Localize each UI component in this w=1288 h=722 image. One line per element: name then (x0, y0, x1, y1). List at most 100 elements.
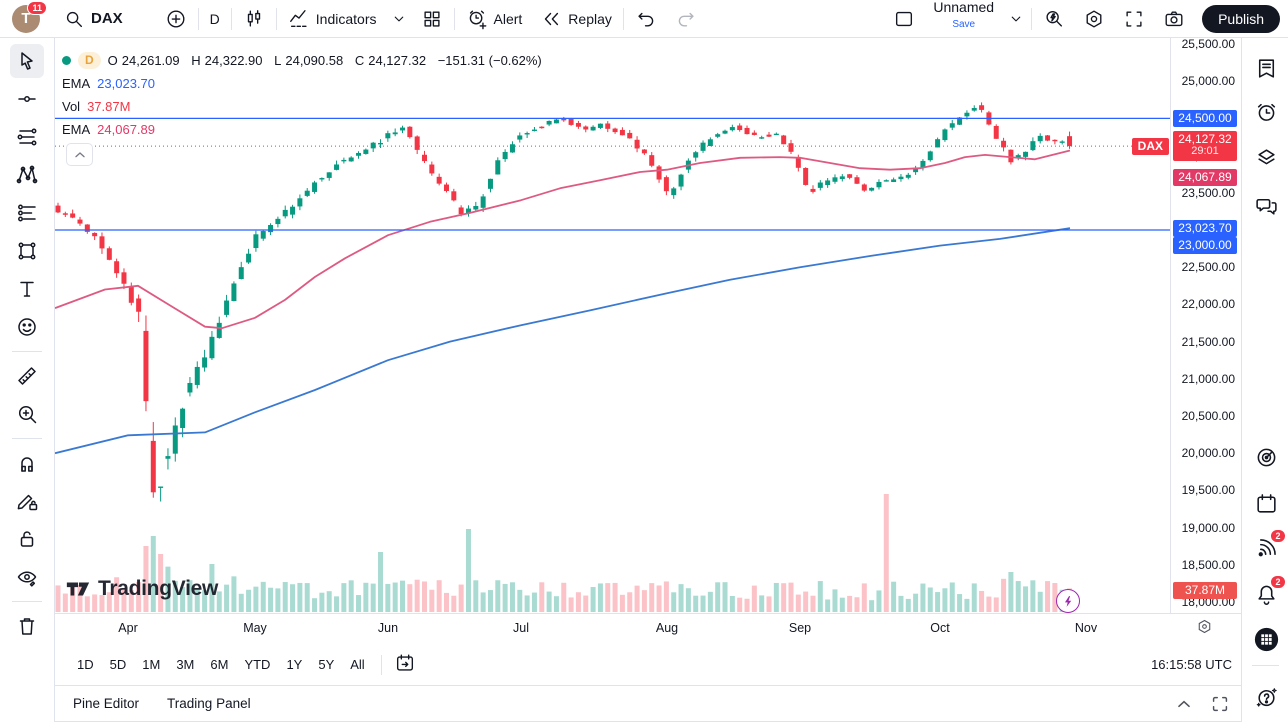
notifications-bell-icon (1257, 585, 1275, 605)
toolbar-separator (622, 7, 624, 30)
layout-name-button[interactable]: Unnamed Save (924, 0, 1003, 38)
price-chart[interactable] (55, 38, 1170, 613)
screener-radar-button[interactable] (1252, 443, 1280, 471)
cursor-tool[interactable] (10, 44, 44, 78)
snapshot-button[interactable] (1154, 0, 1194, 38)
month-label-jul: Jul (513, 621, 529, 635)
interval-badge: D (78, 52, 101, 69)
compare-add-button[interactable] (156, 0, 196, 38)
streams-button[interactable]: 2 (1252, 529, 1286, 562)
alerts-clock-button[interactable] (1252, 98, 1280, 126)
quick-search-button[interactable] (1034, 0, 1074, 38)
range-1m-button[interactable]: 1M (142, 657, 161, 672)
range-5d-button[interactable]: 5D (109, 657, 127, 672)
range-1d-button[interactable]: 1D (77, 657, 94, 672)
notifications-bell-button[interactable]: 2 (1252, 575, 1286, 608)
chart-area: D O 24,261.09 H 24,322.90 L 24,090.58 C 24,1… (55, 38, 1241, 613)
indicators-templates-dropdown[interactable] (386, 0, 412, 38)
ema-fast-line (55, 149, 1071, 330)
price-tick: 22,000.00 (1181, 297, 1235, 312)
long-position-tool[interactable] (10, 196, 44, 230)
toolbar-separator (230, 7, 232, 30)
ruler-icon (18, 367, 36, 385)
symbol-search-button[interactable]: DAX (54, 0, 132, 38)
save-link[interactable]: Save (952, 19, 976, 31)
replay-button[interactable]: Replay (531, 0, 621, 38)
screener-radar-icon (1257, 448, 1275, 466)
undo-icon (635, 8, 657, 30)
undo-button[interactable] (626, 0, 666, 38)
chart-type-button[interactable] (234, 0, 274, 38)
calendar-button[interactable] (1252, 489, 1280, 517)
remove-drawings-tool[interactable] (10, 609, 44, 643)
month-label-aug: Aug (655, 621, 679, 635)
emoji-tool[interactable] (10, 310, 44, 344)
indicators-button[interactable]: Indicators (279, 0, 386, 38)
ruler-tool[interactable] (10, 359, 44, 393)
goto-date-button[interactable] (390, 650, 420, 679)
apps-grid-button[interactable] (1252, 625, 1280, 653)
legend-volume-row[interactable]: Vol 37.87M (62, 95, 546, 118)
publish-button[interactable]: Publish (1202, 4, 1280, 33)
fib-retracement-tool[interactable] (10, 120, 44, 154)
range-3m-button[interactable]: 3M (176, 657, 195, 672)
trend-line-icon (18, 96, 36, 102)
user-avatar[interactable]: T 11 (12, 0, 47, 33)
range-1y-button[interactable]: 1Y (286, 657, 303, 672)
legend-ema-slow-row[interactable]: EMA 23,023.70 (62, 72, 546, 95)
text-icon (20, 281, 34, 297)
panel-expand-chevron-icon[interactable] (1173, 693, 1195, 715)
layout-dropdown[interactable] (1003, 0, 1029, 38)
lightning-event-icon[interactable] (1056, 589, 1080, 613)
range-all-button[interactable]: All (350, 657, 365, 672)
panel-maximize-icon[interactable] (1209, 693, 1231, 715)
legend-main-row[interactable]: D O 24,261.09 H 24,322.90 L 24,090.58 C 24,1… (62, 49, 546, 72)
layout-rect-icon (893, 8, 915, 30)
magnet-tool[interactable] (10, 446, 44, 480)
object-tree-button[interactable] (1252, 143, 1280, 171)
help-button[interactable] (1252, 683, 1280, 711)
legend-ema-fast-row[interactable]: EMA 24,067.89 (62, 118, 546, 141)
trend-line-tool[interactable] (10, 82, 44, 116)
interval-button[interactable]: D (201, 0, 229, 38)
zoom-in-tool[interactable] (10, 397, 44, 431)
month-label-sep: Sep (788, 621, 812, 635)
time-axis[interactable]: Apr May Jun Jul Aug Sep Oct Nov (55, 613, 1241, 644)
apps-grid-icon (1254, 627, 1278, 651)
redo-button[interactable] (666, 0, 706, 38)
range-5y-button[interactable]: 5Y (318, 657, 335, 672)
layout-select-button[interactable] (884, 0, 924, 38)
indicators-label: Indicators (315, 10, 377, 27)
chat-button[interactable] (1252, 191, 1280, 219)
chart-settings-button[interactable] (1074, 0, 1114, 38)
fullscreen-button[interactable] (1114, 0, 1154, 38)
alarm-plus-icon (466, 8, 488, 30)
range-ytd-button[interactable]: YTD (244, 657, 271, 672)
watchlist-icon (1258, 58, 1274, 78)
change-value: −151.31 (−0.62%) (437, 53, 542, 68)
legend-collapse-button[interactable] (66, 143, 93, 166)
sidebar-divider (1252, 665, 1279, 666)
price-axis[interactable]: 25,500.0025,000.0024,500.0024,000.0023,5… (1131, 38, 1241, 613)
rectangle-tool[interactable] (10, 234, 44, 268)
toolbar-separator (197, 7, 199, 30)
utc-clock[interactable]: 16:15:58 UTC (1151, 657, 1232, 672)
hide-drawings-tool[interactable] (10, 560, 44, 594)
price-tick: 21,500.00 (1181, 334, 1235, 349)
xabcd-pattern-tool[interactable] (10, 158, 44, 192)
fullscreen-icon (1123, 8, 1145, 30)
layout-grid-button[interactable] (412, 0, 452, 38)
search-icon (63, 8, 85, 30)
range-6m-button[interactable]: 6M (210, 657, 229, 672)
drawing-lock-icon (17, 494, 38, 511)
watchlist-button[interactable] (1252, 54, 1280, 82)
remove-drawings-icon (19, 618, 35, 635)
lock-all-tool[interactable] (10, 522, 44, 556)
axis-settings-gear-icon[interactable] (1196, 618, 1218, 640)
pine-editor-tab[interactable]: Pine Editor (73, 696, 140, 711)
alert-button[interactable]: Alert (457, 0, 532, 38)
top-toolbar: T 11 DAX D Indicators (0, 0, 1288, 38)
trading-panel-tab[interactable]: Trading Panel (167, 696, 251, 711)
drawing-lock-tool[interactable] (10, 484, 44, 518)
text-tool[interactable] (10, 272, 44, 306)
